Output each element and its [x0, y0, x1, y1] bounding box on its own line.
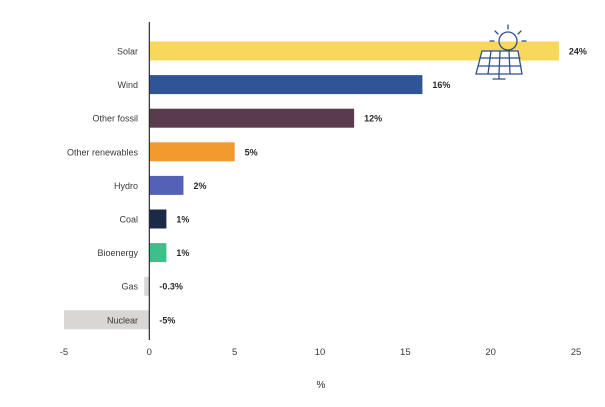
bar-other-renewables: [149, 142, 235, 162]
value-label-solar: 24%: [569, 47, 587, 57]
x-axis-ticks: -5 0 5 10 15 20 25: [60, 347, 582, 358]
x-tick-label: 10: [315, 347, 326, 358]
x-tick-label: -5: [60, 347, 68, 358]
x-tick-label: 5: [232, 347, 237, 358]
category-label-other-renewables: Other renewables: [67, 147, 139, 157]
bar-nuclear: [64, 310, 150, 330]
value-label-other-renewables: 5%: [245, 147, 258, 157]
category-label-nuclear: Nuclear: [107, 315, 138, 325]
bar-coal: [149, 209, 167, 229]
value-label-gas: -0.3%: [159, 282, 183, 292]
category-label-bioenergy: Bioenergy: [97, 248, 138, 258]
solar-panel-sun-icon: [475, 24, 527, 80]
value-label-coal: 1%: [176, 215, 189, 225]
x-axis-title: %: [317, 380, 326, 391]
bar-bioenergy: [149, 243, 167, 263]
x-tick-label: 20: [485, 347, 496, 358]
value-label-nuclear: -5%: [159, 315, 175, 325]
bar-solar: [149, 41, 559, 61]
value-label-bioenergy: 1%: [176, 248, 189, 258]
bars-layer: [64, 41, 559, 330]
category-label-coal: Coal: [119, 215, 138, 225]
bar-gas: [144, 276, 150, 296]
category-label-other-fossil: Other fossil: [92, 114, 138, 124]
bar-hydro: [149, 175, 184, 195]
category-label-solar: Solar: [117, 47, 138, 57]
category-label-wind: Wind: [117, 80, 138, 90]
x-tick-label: 25: [571, 347, 582, 358]
x-tick-label: 0: [147, 347, 152, 358]
labels-layer: Solar 24% Wind 16% Other fossil 12% Other rene…: [67, 47, 587, 326]
x-tick-label: 15: [400, 347, 411, 358]
category-label-hydro: Hydro: [114, 181, 138, 191]
bar-other-fossil: [149, 108, 355, 128]
bar-wind: [149, 75, 423, 95]
category-label-gas: Gas: [121, 282, 138, 292]
value-label-wind: 16%: [432, 80, 450, 90]
value-label-hydro: 2%: [193, 181, 206, 191]
value-label-other-fossil: 12%: [364, 114, 382, 124]
